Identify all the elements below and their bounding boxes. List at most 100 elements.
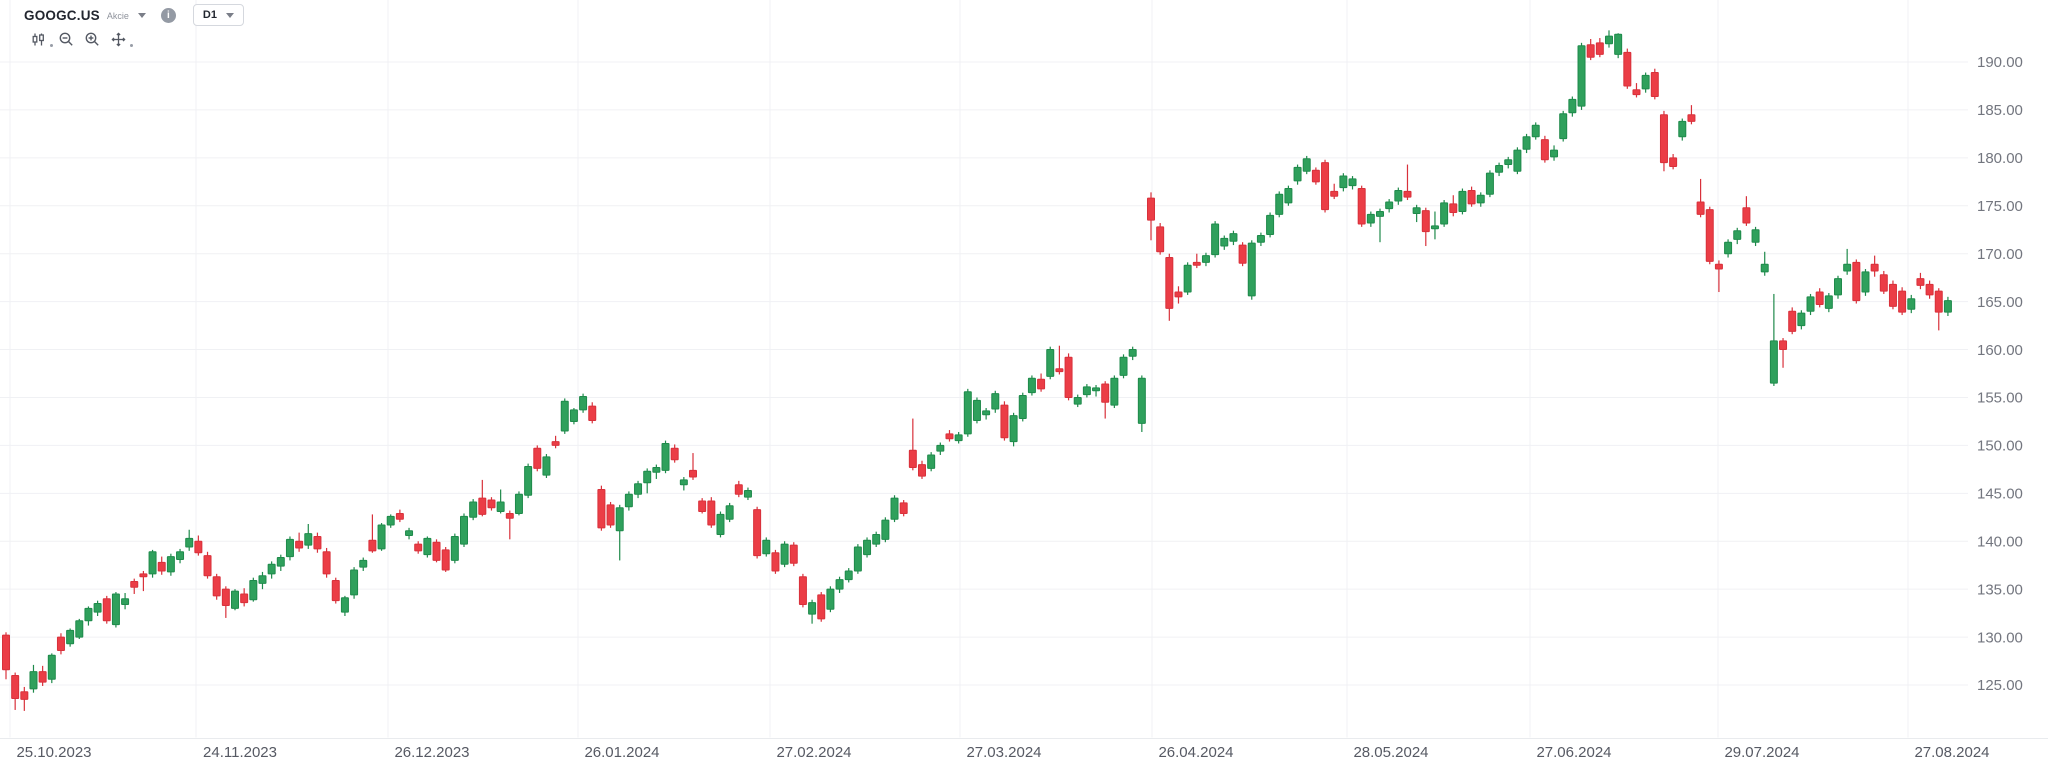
- candle-body: [808, 602, 817, 615]
- x-axis-date-label: 28.05.2024: [1353, 744, 1428, 761]
- candle-body: [176, 551, 185, 560]
- zoom-in-button[interactable]: [83, 29, 103, 49]
- zoom-out-icon: [59, 32, 73, 46]
- candle-body: [1027, 377, 1036, 394]
- symbol-dropdown-caret-icon[interactable]: [137, 12, 146, 18]
- candle-body: [1568, 98, 1577, 114]
- candle-body: [991, 393, 1000, 410]
- candle-body: [734, 484, 743, 495]
- y-axis-price-label: 160.00: [1977, 342, 2023, 359]
- chart-header: GOOGC.US Akcie i D1: [24, 4, 244, 26]
- candle-body: [395, 512, 404, 520]
- y-axis-price-label: 135.00: [1977, 581, 2023, 598]
- candle-body: [1669, 157, 1678, 167]
- candle-body: [1614, 33, 1623, 55]
- y-axis-price-label: 185.00: [1977, 102, 2023, 119]
- candle-body: [817, 594, 826, 620]
- timeframe-value: D1: [202, 9, 217, 21]
- candle-body: [1174, 291, 1183, 298]
- candle-body: [579, 396, 588, 411]
- candle-body: [194, 540, 203, 554]
- candle-body: [524, 465, 533, 496]
- x-axis-date-label: 27.06.2024: [1536, 744, 1611, 761]
- candlestick-style-icon: [32, 33, 44, 45]
- candle-body: [881, 519, 890, 540]
- candle-body: [432, 541, 441, 561]
- candle-body: [1064, 356, 1073, 398]
- candle-body: [1916, 278, 1925, 286]
- candle-body: [1870, 263, 1879, 272]
- candle-body: [643, 470, 652, 484]
- candle-body: [1678, 120, 1687, 138]
- candle-body: [1055, 368, 1064, 373]
- x-axis-date-label: 26.12.2023: [394, 744, 469, 761]
- candle-body: [249, 580, 258, 601]
- candle-body: [1788, 310, 1797, 332]
- candle-body: [1943, 300, 1952, 313]
- candle-body: [1522, 136, 1531, 150]
- candle-body: [725, 505, 734, 520]
- candle-body: [212, 576, 221, 597]
- candle-body: [624, 493, 633, 508]
- pan-button[interactable]: [109, 29, 129, 49]
- candle-body: [1192, 261, 1201, 266]
- candle-body: [405, 530, 414, 536]
- candle-body: [1751, 229, 1760, 243]
- candle-body: [1586, 44, 1595, 58]
- candle-body: [1834, 278, 1842, 296]
- candle-body: [56, 636, 65, 652]
- candle-body: [1238, 244, 1247, 264]
- candle-body: [1247, 242, 1256, 297]
- candle-body: [1321, 162, 1330, 211]
- candle-body: [1183, 264, 1192, 293]
- candle-body: [221, 588, 230, 606]
- candle-body: [1934, 290, 1943, 313]
- x-axis-date-label: 27.03.2024: [966, 744, 1041, 761]
- candle-body: [789, 544, 798, 564]
- candle-body: [313, 535, 322, 550]
- timeframe-dropdown-caret-icon: [225, 12, 234, 18]
- candle-body: [276, 557, 285, 567]
- candle-body: [945, 433, 954, 440]
- candlestick-style-button[interactable]: [29, 29, 49, 49]
- candle-body: [20, 691, 29, 700]
- candle-body: [872, 534, 881, 545]
- info-icon[interactable]: i: [160, 7, 176, 23]
- candle-body: [652, 466, 661, 473]
- candle-body: [1659, 114, 1668, 164]
- candle-body: [102, 598, 111, 622]
- timeframe-select[interactable]: D1: [192, 4, 244, 26]
- y-axis-price-label: 180.00: [1977, 150, 2023, 167]
- candle-body: [1440, 202, 1449, 225]
- candle-body: [258, 575, 267, 584]
- zoom-out-button[interactable]: [57, 29, 77, 49]
- candle-body: [1073, 396, 1082, 405]
- candle-body: [1485, 172, 1494, 195]
- candle-body: [1275, 193, 1284, 215]
- candle-body: [1266, 214, 1275, 236]
- candle-body: [661, 442, 670, 471]
- candle-body: [1504, 159, 1513, 166]
- candle-body: [844, 570, 853, 581]
- candle-body: [1394, 189, 1403, 202]
- candle-body: [469, 501, 478, 518]
- candle-body: [1018, 395, 1027, 420]
- candle-body: [295, 540, 304, 549]
- candle-body: [1531, 124, 1540, 138]
- candle-body: [1385, 201, 1394, 210]
- candle-body: [1376, 211, 1384, 217]
- candle-body: [1366, 213, 1375, 224]
- candle-body: [1403, 190, 1412, 198]
- candle-body: [84, 607, 93, 622]
- candle-body: [1769, 340, 1778, 384]
- candle-body: [11, 674, 20, 699]
- candle-body: [1311, 169, 1320, 183]
- candle-body: [753, 509, 762, 557]
- candle-body: [1229, 233, 1238, 242]
- candle-body: [1550, 149, 1559, 158]
- candle-body: [1037, 378, 1046, 390]
- candle-body: [1742, 207, 1751, 224]
- candle-body: [1156, 226, 1165, 253]
- candle-body: [954, 434, 963, 442]
